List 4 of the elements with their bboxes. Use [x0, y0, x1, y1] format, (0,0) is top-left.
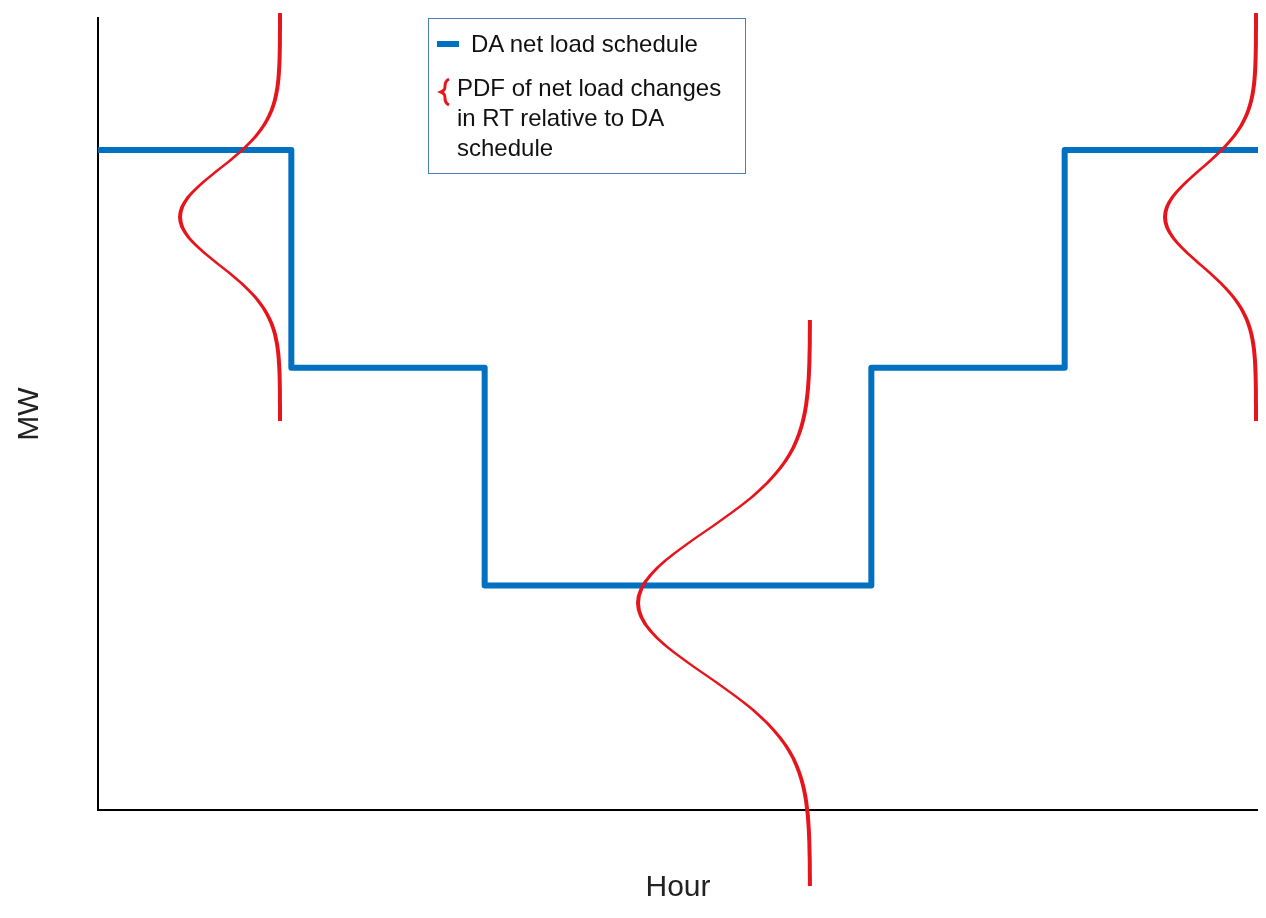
x-axis-title: Hour	[645, 869, 711, 903]
y-axis-title: MW	[11, 386, 45, 441]
annotation: PDF of net load changes in RT relative to DA schedule	[457, 73, 723, 163]
legend-label: DA net load schedule	[471, 29, 698, 59]
